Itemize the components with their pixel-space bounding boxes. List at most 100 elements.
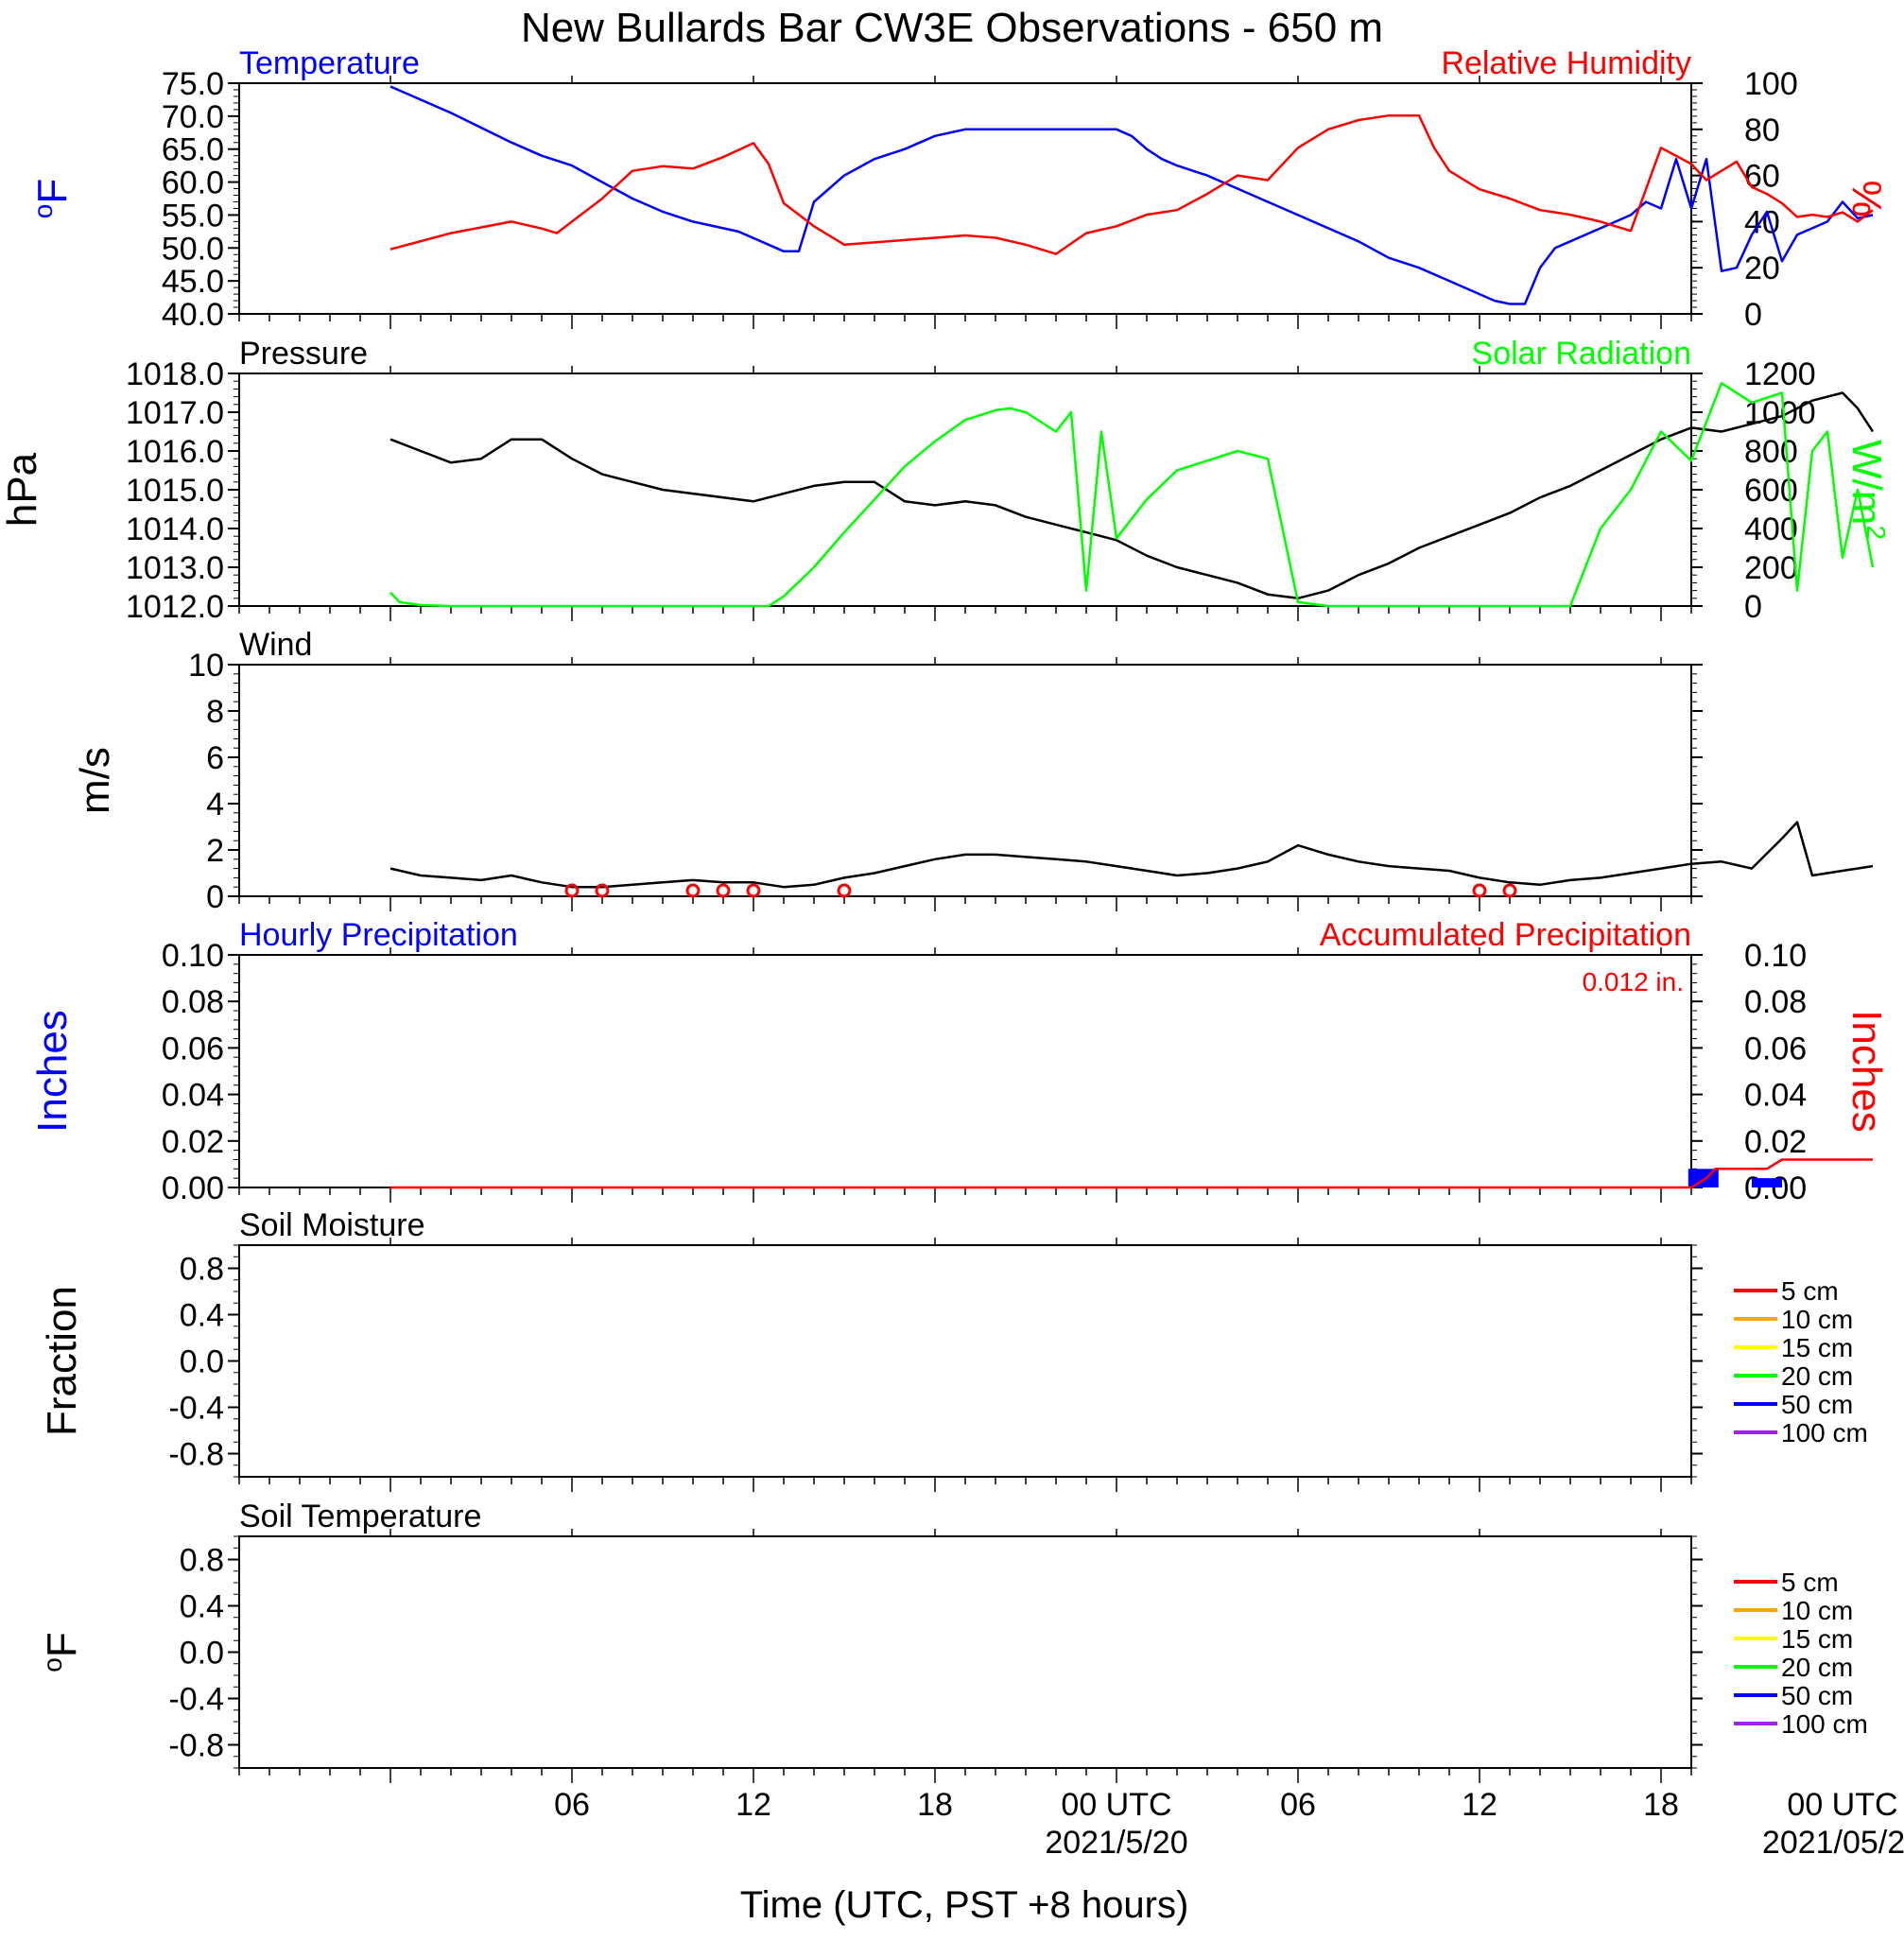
calm-wind-marker (685, 883, 701, 898)
calm-wind-marker (1472, 883, 1487, 898)
y-axis-label-right: W/m2 (1843, 440, 1892, 540)
y-tick-label-left: 50.0 (162, 231, 224, 267)
y-axis-label-right: Inches (1843, 1010, 1890, 1133)
y-tick-label-left: 2 (206, 833, 224, 869)
panel-frame (238, 664, 1692, 897)
y-tick-label-right: 0.08 (1744, 984, 1807, 1020)
y-tick-label-left: 0 (206, 879, 224, 915)
panel-title-left: Wind (239, 627, 312, 663)
legend-label: 15 cm (1781, 1333, 1853, 1362)
y-tick-label-left: 40.0 (162, 297, 224, 333)
y-tick-label-right: 800 (1744, 434, 1798, 470)
calm-wind-marker (837, 883, 852, 898)
y-tick-label-left: 0.04 (162, 1078, 224, 1114)
x-tick-date: 2021/05/21 (1762, 1825, 1904, 1861)
calm-wind-marker (746, 883, 761, 898)
x-tick-label: 00 UTC (1787, 1787, 1897, 1823)
calm-wind-marker (595, 883, 610, 898)
panel-soil_temperature: 0.8 0.4 0.0 -0.4 -0.8 Soil Temperature oF 5 cm 1… (38, 1499, 1868, 1783)
x-tick-label: 06 (1280, 1787, 1316, 1823)
y-tick-label-left: 1012.0 (126, 589, 224, 625)
y-tick-label-right: 0.06 (1744, 1031, 1807, 1066)
y-tick-label-right: 60 (1744, 159, 1780, 195)
y-tick-label-left: 0.08 (162, 984, 224, 1020)
series-line-wind (389, 821, 1874, 889)
y-tick-label-left: 65.0 (162, 132, 224, 168)
legend-label: 50 cm (1781, 1681, 1853, 1710)
x-tick-date: 2021/5/20 (1045, 1825, 1187, 1861)
legend-label: 20 cm (1781, 1361, 1853, 1391)
y-axis-label-left: Inches (29, 1010, 76, 1133)
series-line-relative-humidity (389, 113, 1874, 255)
y-axis-label-left: oF (28, 179, 77, 218)
y-tick-label-right: 0 (1744, 589, 1762, 625)
panel-title-left: Soil Moisture (239, 1207, 425, 1243)
y-tick-label-left: 0.06 (162, 1031, 224, 1066)
y-tick-label-left: 1013.0 (126, 550, 224, 586)
y-tick-label-right: 20 (1744, 251, 1780, 286)
y-tick-label-left: 1015.0 (126, 473, 224, 509)
panel-title-right: Relative Humidity (1441, 45, 1691, 81)
y-tick-label-left: 0.4 (180, 1298, 224, 1334)
calm-wind-marker (716, 883, 731, 898)
y-tick-label-left: 0.8 (180, 1252, 224, 1288)
panel-frame (238, 954, 1692, 1188)
panel-title-left: Soil Temperature (239, 1499, 481, 1534)
legend-label: 5 cm (1781, 1568, 1839, 1597)
y-tick-label-left: 10 (188, 648, 224, 684)
panel-title-left: Hourly Precipitation (239, 917, 518, 953)
precip-bar (1752, 1178, 1782, 1187)
panel-frame (238, 1244, 1692, 1478)
panel-frame (238, 1535, 1692, 1769)
y-tick-label-left: 70.0 (162, 99, 224, 135)
y-tick-label-left: 1016.0 (126, 434, 224, 470)
series-line-temperature (389, 85, 1874, 305)
y-tick-label-right: 0.10 (1744, 938, 1807, 974)
legend-label: 100 cm (1781, 1709, 1868, 1739)
y-tick-label-left: 0.02 (162, 1124, 224, 1160)
y-tick-label-right: 400 (1744, 511, 1798, 547)
panel-soil_moisture: 0.8 0.4 0.0 -0.4 -0.8 Soil Moisture Fraction 5 … (39, 1207, 1868, 1492)
y-tick-label-left: -0.8 (168, 1728, 224, 1764)
series-line-accumulated-precipitation (390, 1158, 1873, 1189)
y-axis-label-left: m/s (72, 747, 118, 814)
y-tick-label-right: 0.02 (1744, 1124, 1807, 1160)
y-tick-label-right: 0 (1744, 297, 1762, 333)
y-tick-label-right: 0.00 (1744, 1170, 1807, 1206)
y-tick-label-left: 60.0 (162, 165, 224, 201)
y-tick-label-left: -0.4 (168, 1682, 224, 1718)
y-tick-label-left: 6 (206, 740, 224, 776)
x-tick-label: 00 UTC (1061, 1787, 1171, 1823)
x-axis-label: Time (UTC, PST +8 hours) (740, 1884, 1189, 1926)
y-tick-label-left: -0.4 (168, 1391, 224, 1427)
accumulated-total-label: 0.012 in. (1583, 967, 1684, 996)
calm-wind-marker (564, 883, 580, 898)
y-tick-label-left: 0.0 (180, 1636, 224, 1672)
panel-pressure_solar: 1018.01017.01016.01015.01014.01013.01012… (0, 336, 1892, 625)
y-axis-label-left: Fraction (39, 1286, 85, 1436)
y-tick-label-left: 0.0 (180, 1344, 224, 1380)
y-tick-label-left: 1014.0 (126, 511, 224, 547)
y-tick-label-right: 200 (1744, 550, 1798, 586)
x-tick-label: 06 (554, 1787, 590, 1823)
y-tick-label-left: 8 (206, 694, 224, 730)
series-line-pressure (389, 391, 1875, 600)
y-tick-label-left: 0.8 (180, 1543, 224, 1579)
y-tick-label-left: 0.4 (180, 1589, 224, 1625)
legend-label: 10 cm (1781, 1305, 1853, 1334)
legend-label: 100 cm (1781, 1418, 1868, 1447)
chart-title: New Bullards Bar CW3E Observations - 650… (521, 5, 1383, 51)
panel-frame (238, 373, 1692, 607)
y-tick-label-left: 1017.0 (126, 395, 224, 431)
series-line-solar-radiation (389, 382, 1875, 608)
panel-title-right: Accumulated Precipitation (1320, 917, 1691, 953)
calm-wind-marker (1502, 883, 1517, 898)
x-tick-label: 12 (1462, 1787, 1497, 1823)
y-axis-label-left: oF (38, 1632, 86, 1672)
y-tick-label-left: 75.0 (162, 66, 224, 102)
legend-label: 20 cm (1781, 1653, 1853, 1682)
y-tick-label-left: 4 (206, 787, 224, 823)
y-tick-label-left: -0.8 (168, 1437, 224, 1473)
